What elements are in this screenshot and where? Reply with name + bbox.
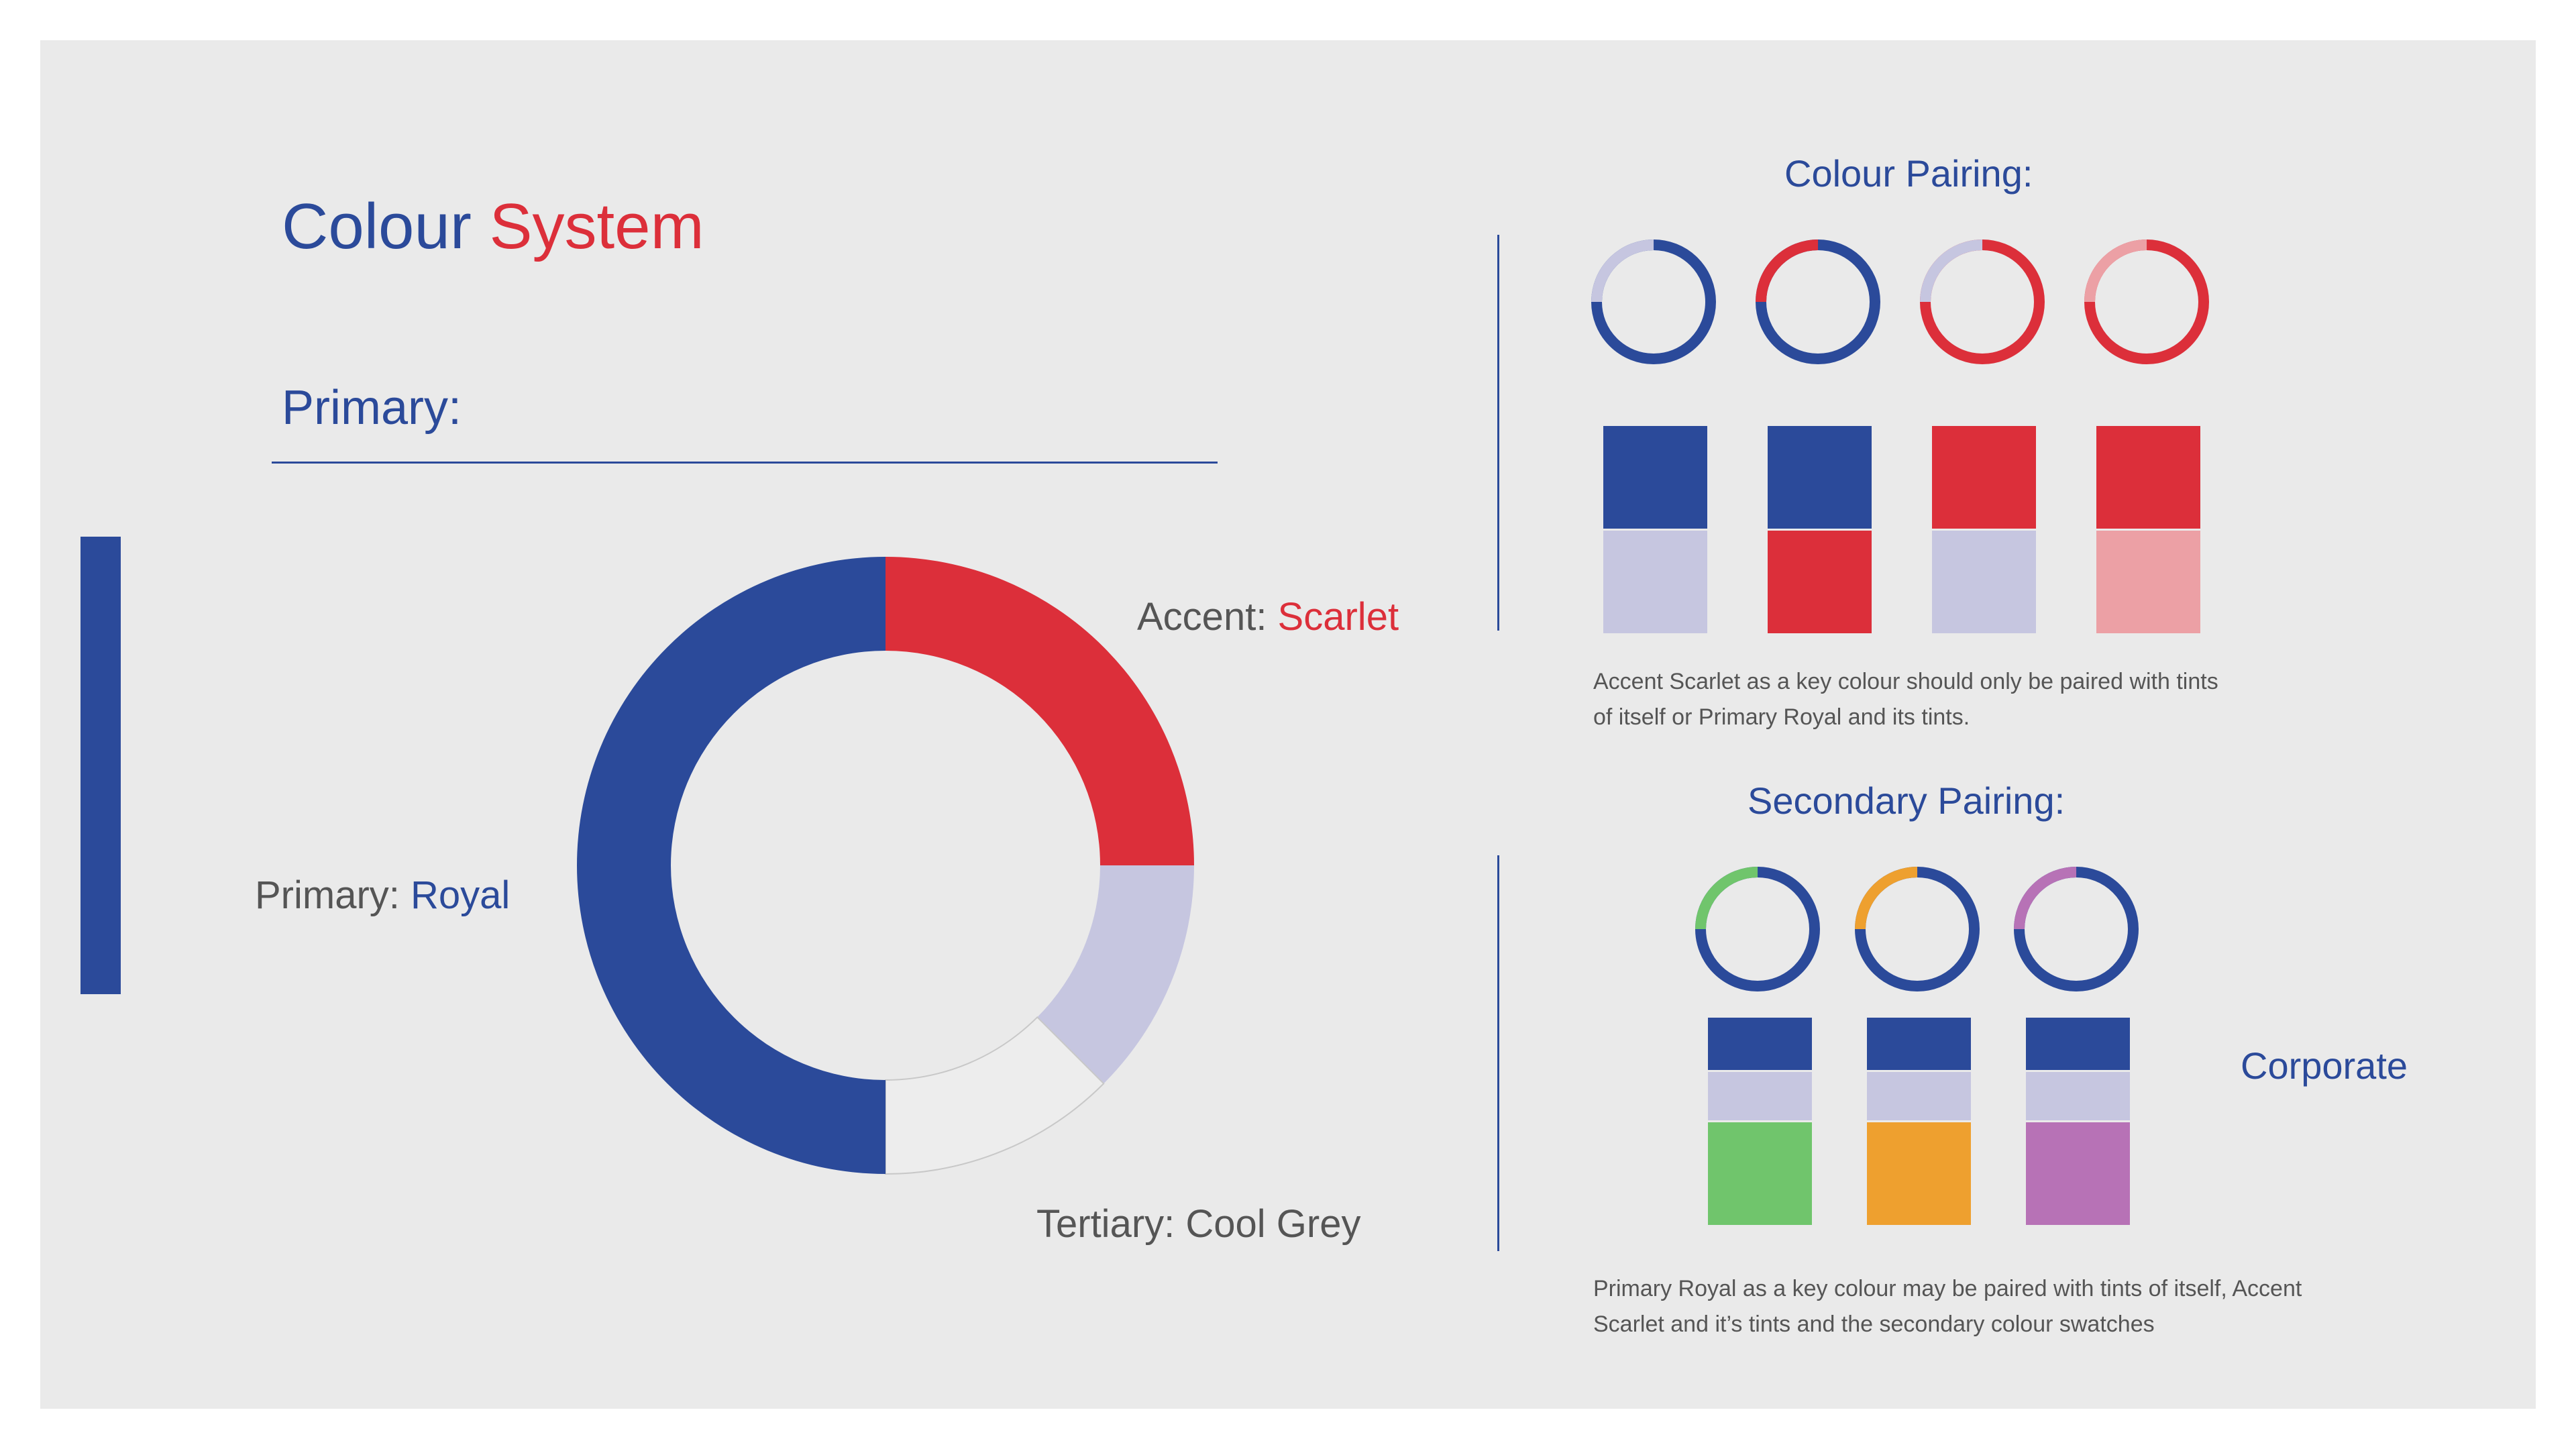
pairing-ring-4-accent-arc [2084, 239, 2209, 364]
secondary-ring-3-accent-arc [2014, 867, 2139, 991]
secondary-swatch-bottom-2 [1867, 1122, 1971, 1225]
pairing-swatch-top-2 [1768, 426, 1872, 529]
secondary-ring-2-accent-arc [1855, 867, 1980, 991]
secondary-ring-1 [1695, 867, 1820, 991]
tertiary-label-prefix: Tertiary: [1036, 1202, 1186, 1246]
primary-heading: Primary: [282, 381, 462, 435]
accent-label-value: Scarlet [1277, 595, 1399, 639]
colour-pairing-note: Accent Scarlet as a key colour should on… [1593, 669, 2218, 730]
accent-label-prefix: Accent: [1137, 595, 1278, 639]
donut-segment-0 [885, 557, 1194, 865]
secondary-pairing-heading: Secondary Pairing: [1748, 780, 2065, 822]
pairing-swatch-bottom-1 [1603, 531, 1707, 633]
side-accent-bar [80, 537, 121, 994]
secondary-ring-1-accent-arc [1695, 867, 1820, 991]
colour-pairing-heading: Colour Pairing: [1784, 152, 2033, 195]
secondary-ring-2 [1855, 867, 1980, 991]
secondary-pairing-note: Primary Royal as a key colour may be pai… [1593, 1276, 2302, 1337]
secondary-swatch-bottom-3 [2026, 1122, 2130, 1225]
divider-lower [1497, 855, 1499, 1251]
page-title: Colour System [282, 188, 704, 265]
secondary-swatch-mid-2 [1867, 1072, 1971, 1120]
primary-label: Primary: Royal [255, 872, 510, 919]
secondary-swatch-bottom-1 [1708, 1122, 1812, 1225]
pairing-swatch-top-3 [1932, 426, 2036, 529]
tertiary-label-value: Cool Grey [1185, 1202, 1361, 1246]
pairing-ring-2 [1756, 239, 1880, 364]
slide: Colour System Primary: Accent: Scarlet P… [40, 40, 2536, 1409]
secondary-swatch-top-1 [1708, 1018, 1812, 1070]
pairing-swatch-top-4 [2096, 426, 2200, 529]
divider-upper [1497, 235, 1499, 631]
donut-segment-1 [1037, 865, 1194, 1084]
pairing-ring-3 [1920, 239, 2045, 364]
primary-label-value: Royal [411, 873, 511, 917]
pairing-swatch-bottom-2 [1768, 531, 1872, 633]
pairing-swatch-bottom-3 [1932, 531, 2036, 633]
primary-donut-chart [577, 557, 1194, 1175]
pairing-ring-1 [1591, 239, 1716, 364]
primary-underline [272, 462, 1218, 464]
secondary-swatch-top-2 [1867, 1018, 1971, 1070]
secondary-swatch-top-3 [2026, 1018, 2130, 1070]
donut-segment-2 [885, 1016, 1105, 1175]
secondary-swatch-mid-1 [1708, 1072, 1812, 1120]
accent-label: Accent: Scarlet [1137, 594, 1399, 641]
pairing-ring-4 [2084, 239, 2209, 364]
secondary-ring-3 [2014, 867, 2139, 991]
primary-label-prefix: Primary: [255, 873, 411, 917]
secondary-swatch-mid-3 [2026, 1072, 2130, 1120]
pairing-ring-3-accent-arc [1920, 239, 2045, 364]
title-part-colour: Colour [282, 191, 472, 262]
pairing-swatch-top-1 [1603, 426, 1707, 529]
title-part-system: System [489, 191, 704, 262]
pairing-ring-2-accent-arc [1756, 239, 1880, 364]
donut-segment-3 [577, 557, 885, 1174]
pairing-swatch-bottom-4 [2096, 531, 2200, 633]
corporate-label: Corporate [2241, 1044, 2408, 1087]
tertiary-label: Tertiary: Cool Grey [1036, 1201, 1360, 1248]
pairing-ring-1-accent-arc [1591, 239, 1716, 364]
